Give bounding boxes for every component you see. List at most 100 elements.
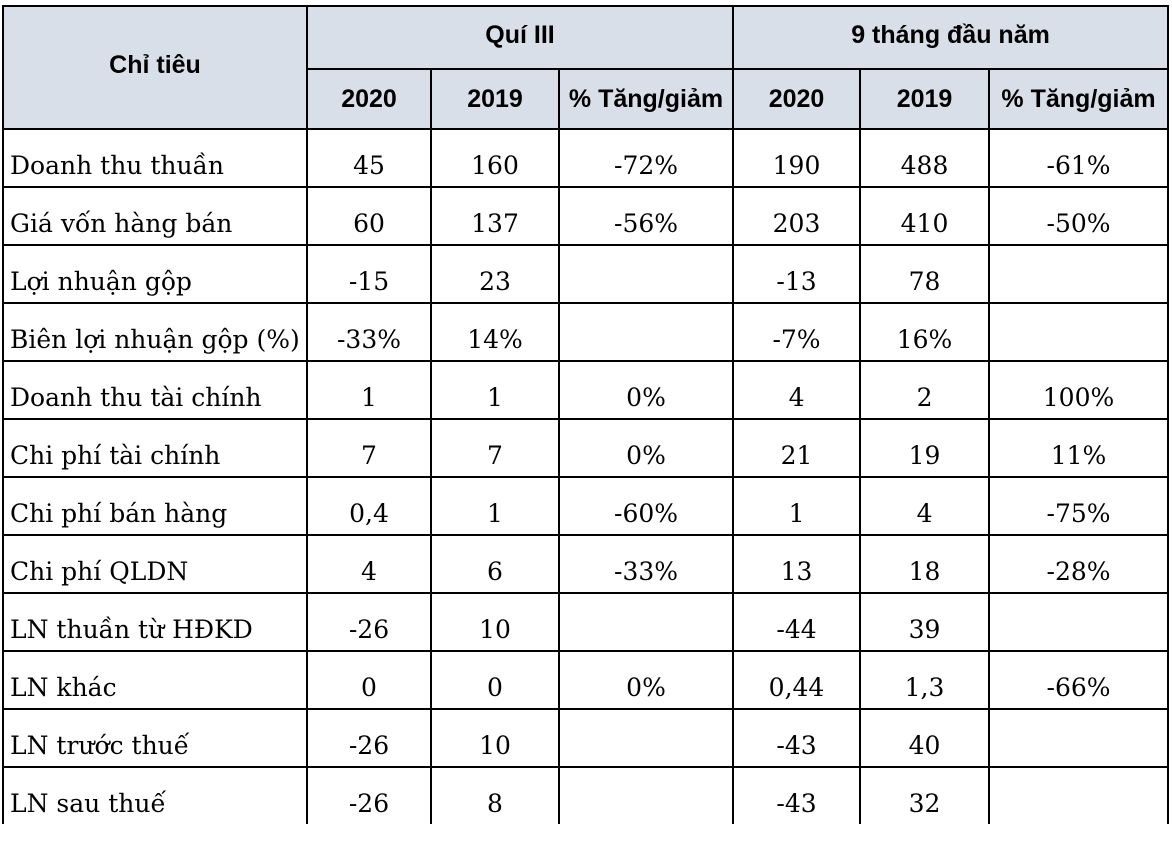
table-cell: [557, 592, 735, 652]
table-cell: [988, 244, 1170, 304]
table-cell: -72%: [557, 128, 735, 188]
nine-month-group-header: 9 tháng đầu năm: [732, 5, 1170, 70]
table-row: Lợi nhuận gộp -15 23 -13 78: [2, 244, 1170, 304]
table-cell: 100%: [988, 360, 1170, 420]
table-cell: 0%: [557, 418, 735, 478]
table-cell: [557, 302, 735, 362]
table-cell: 19: [859, 418, 991, 478]
table-cell: 0: [306, 650, 432, 710]
table-cell: 1: [306, 360, 432, 420]
table-cell: 0,44: [732, 650, 862, 710]
table-cell: 4: [732, 360, 862, 420]
table-cell: 137: [430, 186, 560, 246]
subcolumn-header: 2019: [859, 68, 991, 130]
subcolumn-header: 2020: [732, 68, 862, 130]
subcolumn-header: 2020: [306, 68, 432, 130]
table-cell: 2: [859, 360, 991, 420]
row-label: LN thuần từ HĐKD: [2, 592, 308, 652]
row-label: Chi phí tài chính: [2, 418, 308, 478]
table-cell: 1: [732, 476, 862, 536]
table-cell: 10: [430, 592, 560, 652]
table-cell: [557, 244, 735, 304]
table-row: Doanh thu thuần 45 160 -72% 190 488 -61%: [2, 128, 1170, 188]
table-cell: -66%: [988, 650, 1170, 710]
table-cell: 78: [859, 244, 991, 304]
table-cell: -61%: [988, 128, 1170, 188]
table-cell: 39: [859, 592, 991, 652]
row-label: Biên lợi nhuận gộp (%): [2, 302, 308, 362]
table-cell: 0,4: [306, 476, 432, 536]
table-cell: 13: [732, 534, 862, 594]
table-cell: 0%: [557, 650, 735, 710]
table-cell: [557, 766, 735, 824]
table-cell: 7: [306, 418, 432, 478]
table-row: LN trước thuế -26 10 -43 40: [2, 708, 1170, 768]
table-cell: [988, 302, 1170, 362]
table-row: Biên lợi nhuận gộp (%) -33% 14% -7% 16%: [2, 302, 1170, 362]
table-cell: 0: [430, 650, 560, 710]
table-cell: 11%: [988, 418, 1170, 478]
table-cell: 1,3: [859, 650, 991, 710]
table-cell: 1: [430, 360, 560, 420]
table-cell: 6: [430, 534, 560, 594]
subcolumn-header: % Tăng/giảm: [988, 68, 1170, 130]
table-row: Chi phí bán hàng 0,4 1 -60% 1 4 -75%: [2, 476, 1170, 536]
financial-results-table: Chỉ tiêu Quí III 9 tháng đầu năm 2020 20…: [2, 5, 1170, 824]
table-cell: -15: [306, 244, 432, 304]
table-cell: -44: [732, 592, 862, 652]
table-cell: 410: [859, 186, 991, 246]
table-cell: -33%: [306, 302, 432, 362]
table-cell: 23: [430, 244, 560, 304]
row-label: LN sau thuế: [2, 766, 308, 824]
table-cell: -43: [732, 766, 862, 824]
table-row: Doanh thu tài chính 1 1 0% 4 2 100%: [2, 360, 1170, 420]
table-cell: 45: [306, 128, 432, 188]
table-row: Chi phí QLDN 4 6 -33% 13 18 -28%: [2, 534, 1170, 594]
table-row: Giá vốn hàng bán 60 137 -56% 203 410 -50%: [2, 186, 1170, 246]
table-row: Chi phí tài chính 7 7 0% 21 19 11%: [2, 418, 1170, 478]
table-cell: 16%: [859, 302, 991, 362]
indicator-header: Chỉ tiêu: [2, 5, 308, 130]
table-cell: 7: [430, 418, 560, 478]
row-label: Doanh thu tài chính: [2, 360, 308, 420]
table-cell: 1: [430, 476, 560, 536]
table-cell: -13: [732, 244, 862, 304]
table-cell: 160: [430, 128, 560, 188]
table-cell: 488: [859, 128, 991, 188]
table-row: LN thuần từ HĐKD -26 10 -44 39: [2, 592, 1170, 652]
table-cell: -26: [306, 766, 432, 824]
quarter-group-header: Quí III: [305, 5, 735, 70]
table-cell: 32: [859, 766, 991, 824]
table-cell: -43: [732, 708, 862, 768]
subcolumn-header: 2019: [430, 68, 560, 130]
table-cell: 10: [430, 708, 560, 768]
row-label: Chi phí bán hàng: [2, 476, 308, 536]
table-cell: [557, 708, 735, 768]
table-cell: 203: [732, 186, 862, 246]
table-cell: [988, 592, 1170, 652]
row-label: Doanh thu thuần: [2, 128, 308, 188]
table-body: Doanh thu thuần 45 160 -72% 190 488 -61% Giá vố…: [2, 128, 1170, 824]
table-cell: 14%: [430, 302, 560, 362]
table-cell: 4: [306, 534, 432, 594]
table-cell: 0%: [557, 360, 735, 420]
table-cell: 40: [859, 708, 991, 768]
table-cell: 8: [430, 766, 560, 824]
row-label: LN khác: [2, 650, 308, 710]
row-label: Lợi nhuận gộp: [2, 244, 308, 304]
table-cell: -75%: [988, 476, 1170, 536]
table-cell: 21: [732, 418, 862, 478]
table-cell: [988, 708, 1170, 768]
table-cell: -26: [306, 592, 432, 652]
table-cell: -56%: [557, 186, 735, 246]
row-label: Giá vốn hàng bán: [2, 186, 308, 246]
table-cell: -28%: [988, 534, 1170, 594]
table-row: LN khác 0 0 0% 0,44 1,3 -66%: [2, 650, 1170, 710]
table-cell: -7%: [732, 302, 862, 362]
table-cell: -26: [306, 708, 432, 768]
row-label: LN trước thuế: [2, 708, 308, 768]
table-cell: -60%: [557, 476, 735, 536]
row-label: Chi phí QLDN: [2, 534, 308, 594]
table-cell: 60: [306, 186, 432, 246]
